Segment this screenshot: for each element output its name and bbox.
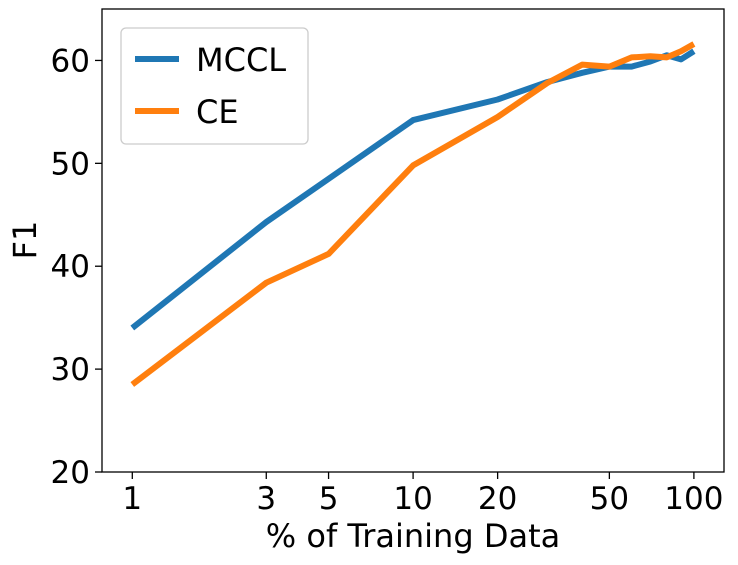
x-tick-label: 100	[664, 481, 723, 517]
x-axis-ticks: 1 3 5 10 20 50 100	[122, 472, 723, 517]
x-axis-label: % of Training Data	[266, 517, 560, 555]
legend-label-ce: CE	[196, 93, 239, 131]
x-tick-label: 50	[590, 481, 629, 517]
y-tick-label: 20	[51, 455, 90, 491]
x-tick-label: 10	[393, 481, 432, 517]
x-tick-label: 5	[319, 481, 339, 517]
x-tick-label: 3	[256, 481, 276, 517]
y-tick-label: 60	[51, 43, 90, 79]
y-tick-label: 50	[51, 146, 90, 182]
series-line-ce	[130, 41, 696, 387]
x-tick-label: 20	[478, 481, 517, 517]
y-tick-label: 30	[51, 352, 90, 388]
y-axis-ticks: 20 30 40 50 60	[51, 43, 102, 491]
y-axis-label: F1	[6, 221, 44, 260]
series-layer	[130, 41, 696, 387]
x-tick-label: 1	[122, 481, 142, 517]
legend: MCCL CE	[120, 27, 309, 145]
y-tick-label: 40	[51, 249, 90, 285]
legend-label-mccl: MCCL	[196, 41, 286, 79]
